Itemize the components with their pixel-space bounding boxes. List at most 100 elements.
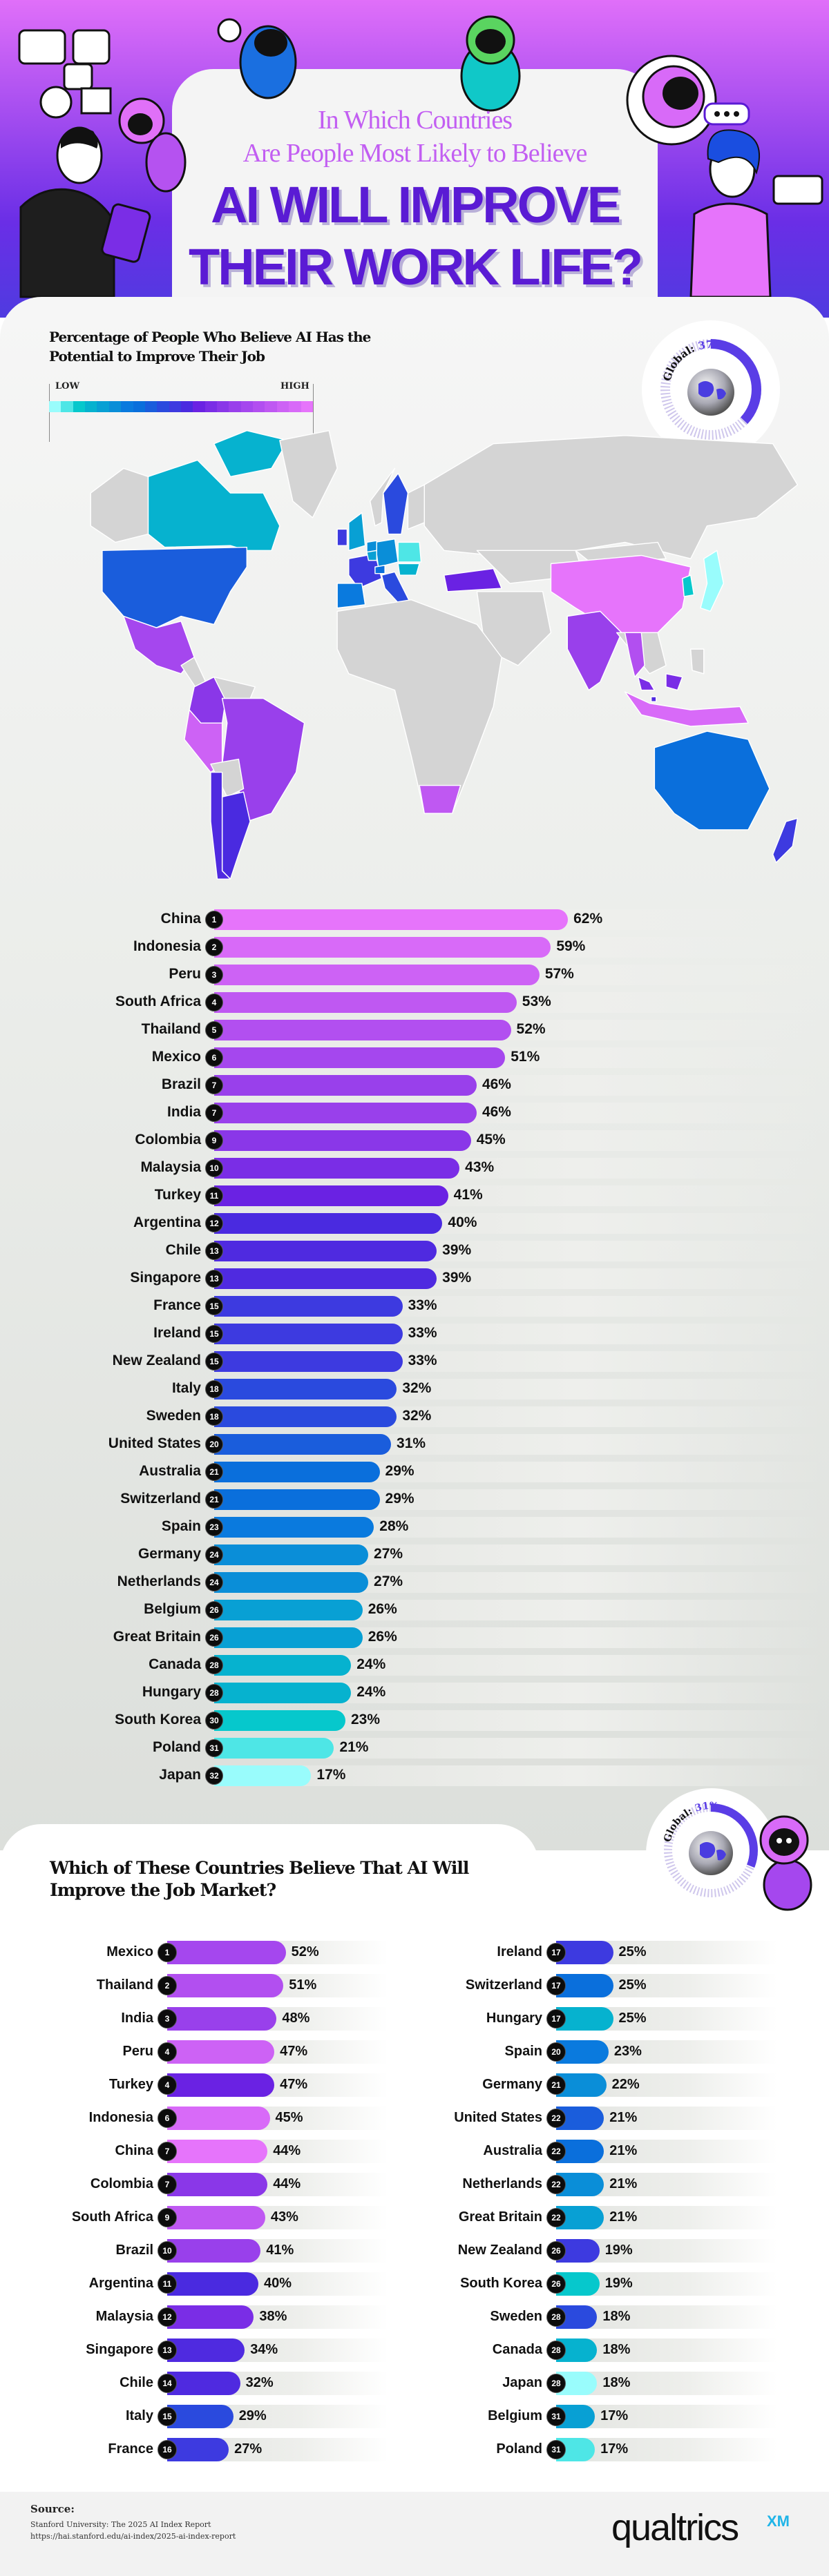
country-label: New Zealand xyxy=(457,2242,542,2258)
bar-thailand xyxy=(214,1020,511,1040)
map-region-norway xyxy=(370,467,396,527)
value-label: 26% xyxy=(368,1629,397,1645)
country-label: Singapore xyxy=(130,1269,201,1286)
value-label: 45% xyxy=(476,1132,506,1148)
bar-australia xyxy=(214,1462,380,1482)
rank-badge: 1 xyxy=(158,1943,177,1962)
bar-turkey xyxy=(167,2073,275,2097)
legend-swatch xyxy=(276,401,289,412)
map-region-united-states xyxy=(102,546,248,628)
map-region-argentina xyxy=(221,791,251,880)
map-region-brazil xyxy=(221,697,305,822)
country-label: United States xyxy=(454,2109,542,2125)
man-with-tablet-illustration xyxy=(19,126,151,298)
value-label: 51% xyxy=(511,1049,540,1065)
value-label: 62% xyxy=(573,911,603,927)
country-label: Mexico xyxy=(106,1944,153,1959)
country-label: Hungary xyxy=(486,2010,542,2026)
value-label: 59% xyxy=(556,938,586,955)
rank-badge: 1 xyxy=(205,911,223,929)
bar-germany xyxy=(214,1544,369,1565)
legend-swatch xyxy=(217,401,229,412)
map-region-hungary xyxy=(397,563,420,576)
rank-badge: 7 xyxy=(205,1104,223,1122)
bar-china xyxy=(214,909,569,930)
global-label-1: Global: xyxy=(660,342,696,382)
bar-south-africa xyxy=(214,992,517,1013)
country-label: India xyxy=(166,1103,201,1120)
value-label: 51% xyxy=(289,1977,317,1993)
bar-mexico xyxy=(214,1047,506,1068)
map-region-alaska xyxy=(90,467,149,543)
value-label: 24% xyxy=(356,1656,386,1673)
value-label: 44% xyxy=(273,2143,301,2158)
legend-swatch xyxy=(265,401,277,412)
country-label: Argentina xyxy=(133,1214,201,1230)
country-label: Poland xyxy=(152,1739,201,1755)
value-label: 47% xyxy=(280,2044,308,2059)
country-label: Thailand xyxy=(96,1977,153,1993)
robot-pink-illustration xyxy=(118,97,187,193)
value-label: 25% xyxy=(618,2011,647,2026)
title-headline-1: AI WILL IMPROVE xyxy=(211,176,621,233)
bar-france xyxy=(214,1296,403,1317)
rank-badge: 28 xyxy=(205,1684,223,1702)
country-label: Belgium xyxy=(488,2408,542,2423)
world-choropleth-map xyxy=(90,429,799,880)
legend-low-label: LOW xyxy=(55,381,80,391)
legend-tick-high xyxy=(313,384,314,442)
map-region-japan xyxy=(700,550,725,612)
country-label: Switzerland xyxy=(120,1490,201,1507)
value-label: 22% xyxy=(611,2077,640,2092)
country-label: Malaysia xyxy=(140,1159,201,1175)
rank-badge: 24 xyxy=(205,1546,223,1564)
rank-badge: 15 xyxy=(205,1325,223,1343)
value-label: 17% xyxy=(316,1767,346,1783)
rank-badge: 18 xyxy=(205,1380,223,1398)
bar-japan xyxy=(214,1765,312,1786)
map-region-africa xyxy=(336,599,502,814)
country-label: France xyxy=(153,1297,201,1313)
rank-badge: 21 xyxy=(205,1463,223,1481)
country-label: New Zealand xyxy=(112,1352,201,1368)
rank-badge: 7 xyxy=(158,2142,177,2161)
header-illustrations xyxy=(18,15,823,298)
country-label: Japan xyxy=(502,2374,542,2390)
map-region-great-britain xyxy=(348,512,366,552)
value-label: 46% xyxy=(482,1076,511,1093)
map-region-singapore xyxy=(650,696,657,702)
rank-badge: 4 xyxy=(205,994,223,1011)
rank-badge: 30 xyxy=(205,1712,223,1730)
country-label: Great Britain xyxy=(458,2209,542,2225)
map-region-south-korea xyxy=(682,574,695,597)
value-label: 32% xyxy=(402,1408,432,1424)
bar-italy xyxy=(167,2405,234,2428)
country-label: Germany xyxy=(137,1545,201,1562)
source-url[interactable]: https://hai.stanford.edu/ai-index/2025-a… xyxy=(30,2532,236,2541)
value-label: 27% xyxy=(374,1573,403,1590)
bar-thailand xyxy=(167,1974,284,1997)
bar-united-states xyxy=(214,1434,392,1455)
country-label: Belgium xyxy=(144,1600,201,1617)
rank-badge: 21 xyxy=(546,2075,566,2095)
rank-badge: 15 xyxy=(158,2407,177,2426)
country-label: Australia xyxy=(139,1462,201,1479)
rank-badge: 13 xyxy=(205,1270,223,1288)
country-label: Sweden xyxy=(146,1407,201,1424)
country-label: Turkey xyxy=(154,1186,201,1203)
map-region-poland xyxy=(397,541,422,563)
rank-badge: 12 xyxy=(205,1214,223,1232)
legend-swatch xyxy=(240,401,254,412)
value-label: 45% xyxy=(275,2110,303,2125)
bar-great-britain xyxy=(214,1627,363,1648)
rank-badge: 3 xyxy=(205,966,223,984)
qualtrics-logo: qualtrics xyxy=(611,2507,739,2548)
bar-switzerland xyxy=(214,1489,380,1510)
rank-badge: 2 xyxy=(205,938,223,956)
bar-belgium xyxy=(214,1600,363,1620)
robot-headset-illustration xyxy=(626,55,750,146)
value-label: 21% xyxy=(609,2143,638,2158)
bar-china xyxy=(167,2140,268,2163)
rank-badge: 28 xyxy=(205,1656,223,1674)
global-stat-ring-1: Global: 37% xyxy=(660,338,761,440)
